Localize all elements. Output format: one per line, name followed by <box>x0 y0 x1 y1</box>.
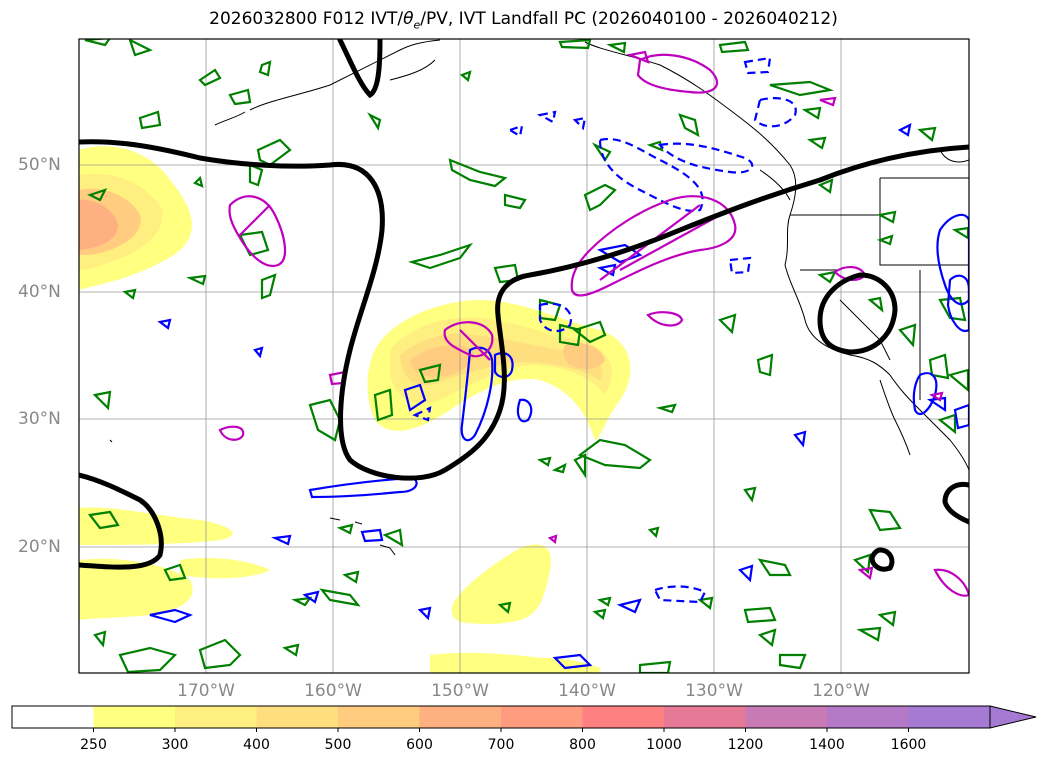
colorbar-swatch <box>664 706 746 728</box>
colorbar-tick-label: 1000 <box>646 737 682 753</box>
graticule <box>79 39 969 673</box>
colorbar-tick-label: 1600 <box>890 737 927 753</box>
colorbar-tick-label: 400 <box>243 737 270 753</box>
colorbar-tick-label: 250 <box>80 737 107 753</box>
lon-label-170w: 170°W <box>177 681 235 701</box>
map-frame <box>78 38 970 674</box>
colorbar-tick-label: 500 <box>324 737 352 753</box>
lat-label-50n: 50°N <box>18 155 61 175</box>
colorbar-swatch <box>256 706 339 728</box>
colorbar-swatch <box>175 706 257 728</box>
colorbar-tick-label: 700 <box>487 737 515 753</box>
colorbar-tick-label: 600 <box>406 737 433 753</box>
colorbar-swatch <box>419 706 502 728</box>
colorbar-tick-label: 300 <box>161 737 189 753</box>
colorbar <box>11 705 1037 732</box>
lat-label-30n: 30°N <box>18 409 61 429</box>
colorbar-tick-label: 1200 <box>727 737 764 753</box>
lon-label-140w: 140°W <box>558 681 616 701</box>
colorbar-tick-label: 800 <box>569 737 596 753</box>
green-contours <box>84 39 969 673</box>
lat-label-20n: 20°N <box>18 537 61 557</box>
lon-label-120w: 120°W <box>812 681 870 701</box>
lon-label-150w: 150°W <box>431 681 489 701</box>
colorbar-swatch <box>745 706 828 728</box>
colorbar-swatch <box>908 706 991 728</box>
coastlines <box>109 39 969 556</box>
lon-label-160w: 160°W <box>304 681 362 701</box>
colorbar-swatch <box>501 706 583 728</box>
colorbar-swatch <box>12 706 94 728</box>
blue-contours <box>149 123 969 670</box>
lon-label-130w: 130°W <box>685 681 743 701</box>
colorbar-swatch <box>827 706 909 728</box>
lat-label-40n: 40°N <box>18 282 61 302</box>
colorbar-swatch <box>582 706 665 728</box>
height-contours <box>79 39 969 572</box>
colorbar-swatch <box>338 706 420 728</box>
blue-dashed-contours <box>412 56 797 604</box>
colorbar-tick-label: 1400 <box>809 737 845 753</box>
colorbar-extend-arrow <box>989 705 1037 729</box>
colorbar-swatch <box>93 706 176 728</box>
magenta-contours <box>218 50 969 597</box>
figure-title: 2026032800 F012 IVT/θe/PV, IVT Landfall … <box>209 9 838 32</box>
